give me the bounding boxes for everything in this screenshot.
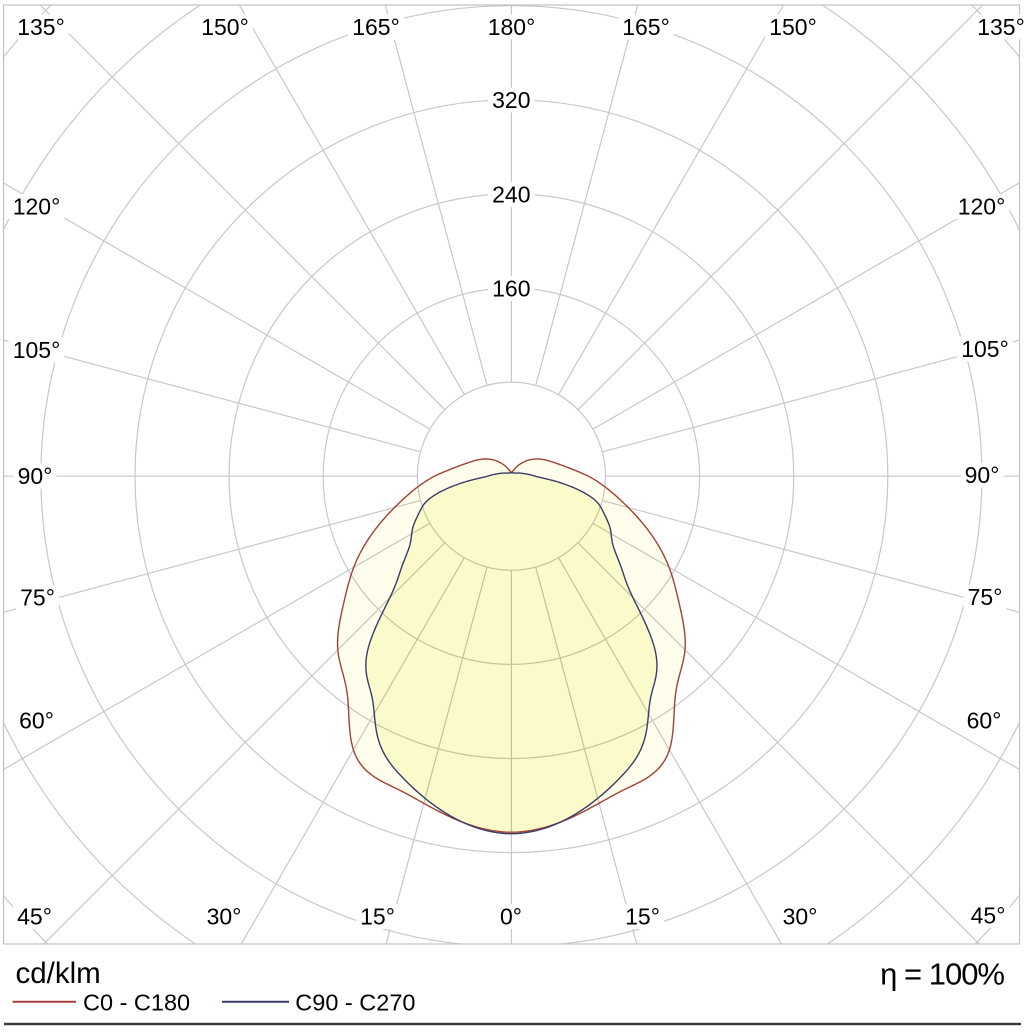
svg-text:180°: 180° — [488, 14, 536, 40]
svg-text:105°: 105° — [13, 337, 61, 363]
svg-text:120°: 120° — [13, 194, 61, 220]
svg-text:30°: 30° — [207, 904, 242, 930]
svg-text:60°: 60° — [967, 708, 1002, 734]
svg-text:160: 160 — [492, 276, 530, 302]
svg-text:165°: 165° — [352, 14, 400, 40]
svg-text:165°: 165° — [622, 14, 670, 40]
svg-text:120°: 120° — [958, 194, 1006, 220]
svg-text:cd/klm: cd/klm — [16, 957, 101, 990]
svg-text:30°: 30° — [783, 904, 818, 930]
svg-text:150°: 150° — [201, 14, 249, 40]
svg-text:75°: 75° — [968, 584, 1003, 610]
svg-text:45°: 45° — [971, 903, 1006, 929]
svg-text:15°: 15° — [625, 904, 660, 930]
svg-text:0°: 0° — [500, 904, 522, 930]
svg-text:90°: 90° — [965, 462, 1000, 488]
svg-text:320: 320 — [492, 87, 530, 113]
svg-text:135°: 135° — [17, 14, 65, 40]
svg-text:105°: 105° — [961, 336, 1009, 362]
svg-text:η = 100%: η = 100% — [880, 957, 1004, 992]
svg-text:15°: 15° — [360, 904, 395, 930]
svg-text:240: 240 — [492, 182, 530, 208]
svg-text:60°: 60° — [19, 708, 54, 734]
svg-text:45°: 45° — [17, 904, 52, 930]
svg-text:90°: 90° — [18, 463, 53, 489]
svg-text:75°: 75° — [20, 585, 55, 611]
svg-text:C0 - C180: C0 - C180 — [83, 989, 190, 1015]
svg-text:C90 - C270: C90 - C270 — [295, 989, 415, 1015]
svg-text:150°: 150° — [769, 14, 817, 40]
svg-text:135°: 135° — [977, 14, 1024, 40]
